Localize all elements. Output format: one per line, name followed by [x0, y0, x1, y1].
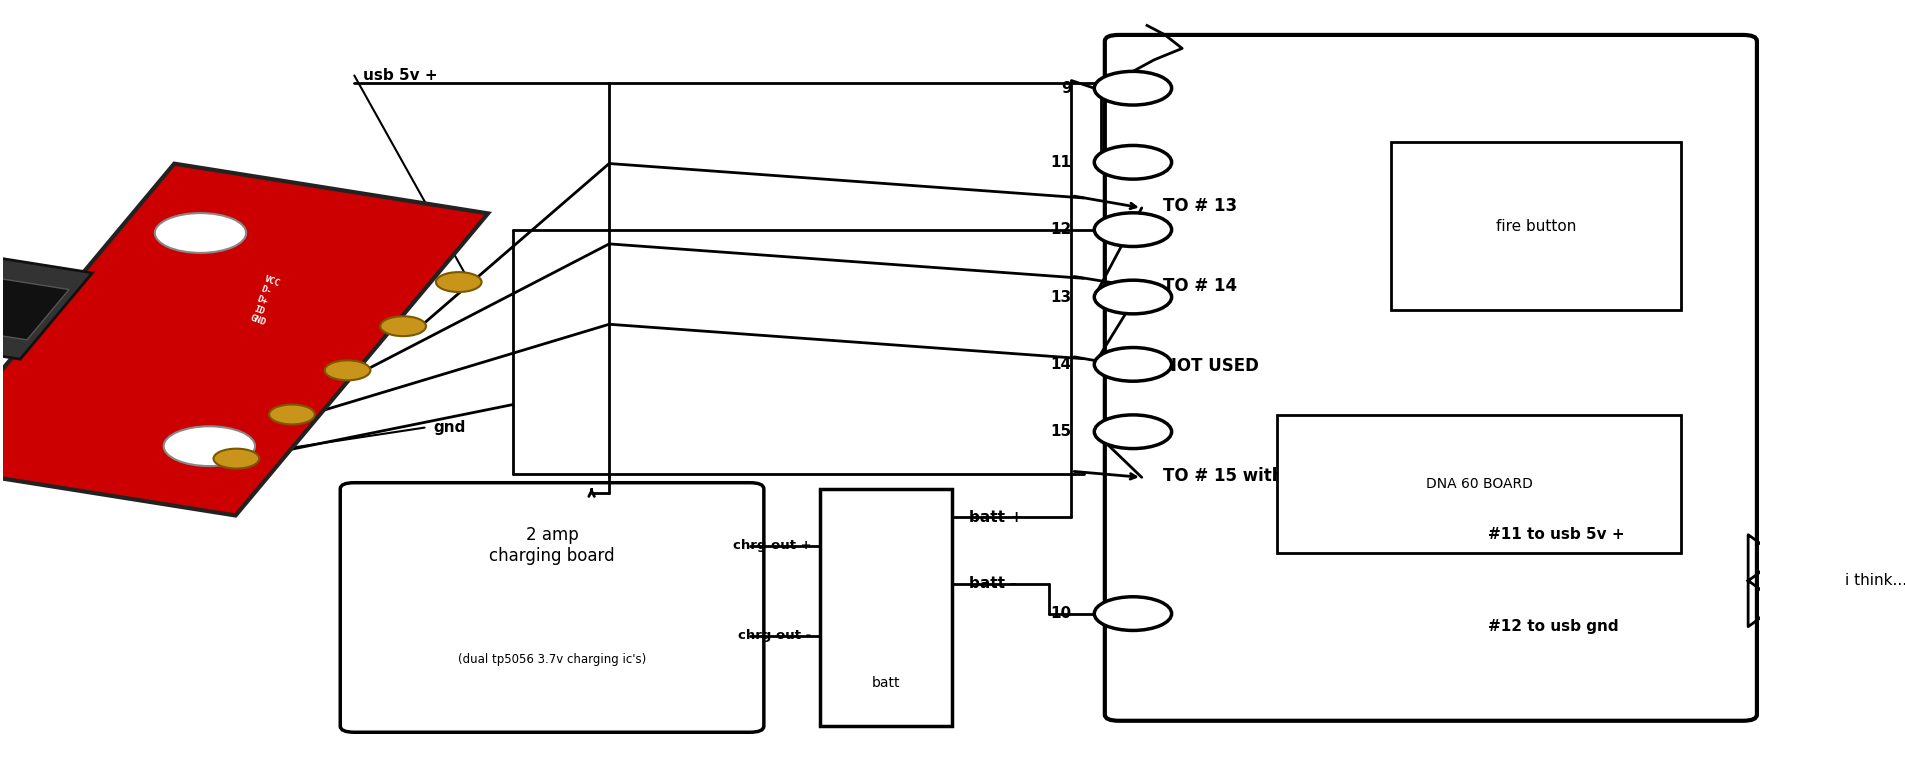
- Polygon shape: [0, 256, 91, 359]
- Circle shape: [1093, 72, 1172, 105]
- Bar: [1391, 142, 1680, 311]
- Circle shape: [1093, 280, 1172, 314]
- Circle shape: [1093, 348, 1172, 381]
- Text: NOT USED: NOT USED: [1162, 358, 1257, 375]
- Circle shape: [1093, 415, 1172, 449]
- Circle shape: [164, 426, 255, 466]
- Bar: [1276, 416, 1680, 553]
- Circle shape: [381, 316, 425, 336]
- Circle shape: [1093, 213, 1172, 247]
- Text: gnd: gnd: [432, 420, 465, 435]
- Text: usb 5v +: usb 5v +: [364, 68, 438, 83]
- Text: 12: 12: [1050, 222, 1071, 237]
- Circle shape: [1093, 597, 1172, 631]
- Circle shape: [154, 213, 246, 253]
- Text: 13: 13: [1050, 290, 1071, 305]
- Text: 9: 9: [1061, 81, 1071, 96]
- Text: (dual tp5056 3.7v charging ic's): (dual tp5056 3.7v charging ic's): [457, 653, 646, 666]
- Text: i think.....: i think.....: [1844, 573, 1905, 588]
- Bar: [819, 489, 951, 726]
- Text: chrg out +: chrg out +: [732, 539, 812, 552]
- Circle shape: [213, 449, 259, 469]
- Text: VCC
D-
D+
ID
GND: VCC D- D+ ID GND: [250, 274, 282, 328]
- FancyBboxPatch shape: [341, 483, 764, 732]
- Text: 15: 15: [1050, 424, 1071, 439]
- Text: TO # 15 with 10k res.: TO # 15 with 10k res.: [1162, 466, 1364, 485]
- Text: #11 to usb 5v +: #11 to usb 5v +: [1488, 527, 1623, 542]
- Polygon shape: [0, 275, 69, 340]
- Text: DNA 60 BOARD: DNA 60 BOARD: [1425, 477, 1532, 491]
- Text: TO # 14: TO # 14: [1162, 277, 1236, 295]
- FancyBboxPatch shape: [1105, 35, 1756, 721]
- Circle shape: [324, 360, 370, 380]
- Text: 10: 10: [1050, 606, 1071, 621]
- Text: 2 amp
charging board: 2 amp charging board: [490, 527, 615, 565]
- Text: 11: 11: [1050, 155, 1071, 170]
- Circle shape: [436, 272, 482, 292]
- Text: chrg out -: chrg out -: [737, 629, 812, 642]
- Polygon shape: [0, 163, 488, 516]
- Text: batt +: batt +: [970, 510, 1023, 525]
- Text: batt -: batt -: [970, 576, 1017, 591]
- Text: TO # 13: TO # 13: [1162, 197, 1236, 214]
- Circle shape: [1093, 146, 1172, 179]
- Text: #12 to usb gnd: #12 to usb gnd: [1488, 619, 1617, 634]
- Circle shape: [269, 405, 314, 424]
- Text: batt: batt: [871, 676, 899, 690]
- Text: 14: 14: [1050, 357, 1071, 372]
- Text: fire button: fire button: [1495, 219, 1575, 234]
